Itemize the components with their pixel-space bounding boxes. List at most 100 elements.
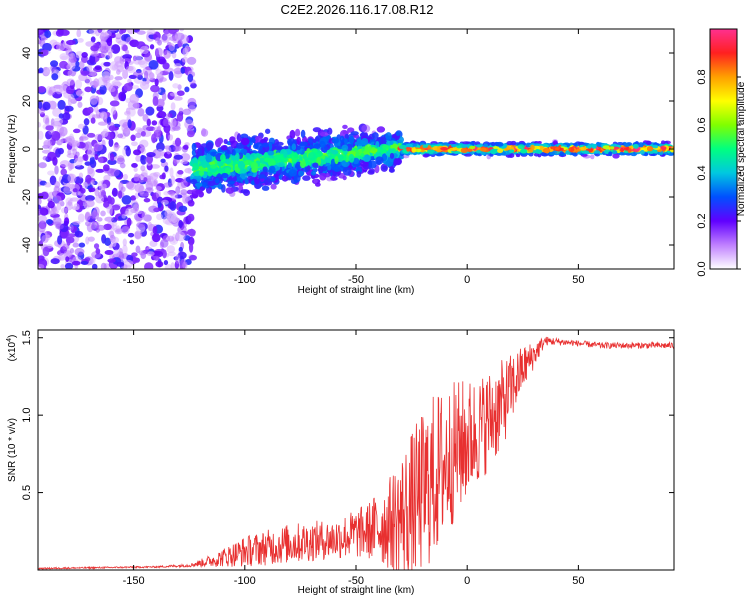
spectrogram-cell <box>98 191 103 199</box>
spectrogram-cell <box>302 175 311 181</box>
spectrogram-cell <box>168 71 174 81</box>
spectrogram-cell <box>352 157 360 165</box>
snr-x-tick-label: -150 <box>123 575 145 587</box>
spectrogram-cell <box>40 49 49 57</box>
spectrogram-cell <box>127 232 135 238</box>
spectrogram-cell <box>175 254 181 264</box>
spectrogram-cell <box>82 181 88 190</box>
spectrogram-cell <box>67 173 77 184</box>
spectrogram-cell <box>247 175 254 182</box>
spectrogram-cell <box>136 30 146 35</box>
spectrogram-cell <box>182 194 188 204</box>
spectrogram-cell <box>157 202 162 208</box>
spectrogram-cell <box>274 145 284 151</box>
spectrogram-cell <box>38 85 46 93</box>
spectrogram-cell <box>239 168 248 174</box>
spectrogram-cell <box>59 138 64 144</box>
spectrogram-cell <box>47 201 55 209</box>
spectrogram-cell <box>89 54 96 65</box>
spectrogram-y-tick-label: 20 <box>21 95 33 107</box>
spectrogram-cell <box>333 166 341 172</box>
spectrogram-cell <box>169 92 178 97</box>
snr-axes: -150 -100 -50 0 50 0.5 1.0 1.5 <box>21 330 674 587</box>
spectrogram-cell <box>182 261 188 269</box>
spectrogram-cell <box>104 216 114 222</box>
spectrogram-cell <box>142 114 149 122</box>
spectrogram-cell <box>376 126 386 133</box>
spectrogram-cell <box>253 176 260 185</box>
svg-text:(x104): (x104) <box>6 335 18 362</box>
spectrogram-cell <box>75 51 84 59</box>
spectrogram-cell <box>104 249 114 255</box>
spectrogram-cell <box>69 197 80 202</box>
spectrogram-cell <box>88 187 96 193</box>
spectrogram-cell <box>348 135 355 144</box>
spectrogram-cell <box>534 149 543 154</box>
spectrogram-cell <box>559 147 564 151</box>
spectrogram-cell <box>298 170 305 177</box>
spectrogram-cell <box>38 215 48 223</box>
spectrogram-cell <box>138 185 145 195</box>
spectrogram-cell <box>122 44 128 52</box>
spectrogram-cell <box>240 189 250 194</box>
spectrogram-x-tick-label: -50 <box>348 274 364 286</box>
spectrogram-cell <box>344 133 350 139</box>
spectrogram-cell <box>571 152 577 156</box>
spectrogram-cell <box>338 154 344 161</box>
spectrogram-cell <box>119 29 124 35</box>
spectrogram-cell <box>102 164 110 172</box>
spectrogram-cell <box>65 47 73 56</box>
snr-series-line <box>38 336 674 570</box>
spectrogram-cell <box>275 141 284 147</box>
spectrogram-axes: -150 -100 -50 0 50 -40 -20 0 20 40 <box>21 29 674 286</box>
spectrogram-cell <box>327 151 333 158</box>
spectrogram-cell <box>171 51 177 59</box>
spectrogram-cell <box>151 120 158 126</box>
spectrogram-cell <box>114 228 123 235</box>
spectrogram-cell <box>228 174 238 183</box>
spectrogram-cell <box>155 260 164 268</box>
spectrogram-cell <box>42 246 50 257</box>
spectrogram-cell <box>210 164 218 169</box>
spectrogram-cell <box>347 150 357 155</box>
spectrogram-cell <box>80 260 89 265</box>
spectrogram-cell <box>155 189 161 199</box>
spectrogram-cell <box>385 132 392 140</box>
spectrogram-cell <box>153 255 160 261</box>
spectrogram-cell <box>661 146 667 151</box>
spectrogram-cell <box>533 152 540 157</box>
spectrogram-cell <box>262 166 268 173</box>
spectrogram-cell <box>111 187 118 197</box>
spectrogram-cell <box>58 253 66 259</box>
spectrogram-cell <box>100 49 107 59</box>
spectrogram-cell <box>645 140 652 146</box>
spectrogram-cell <box>257 148 264 154</box>
spectrogram-cell <box>289 129 296 139</box>
spectrogram-cell <box>62 112 71 121</box>
spectrogram-cell <box>38 101 43 109</box>
spectrogram-cell <box>93 78 100 88</box>
spectrogram-cell <box>121 213 126 219</box>
spectrogram-cell <box>127 29 135 35</box>
spectrogram-cell <box>142 124 151 131</box>
spectrogram-cell <box>90 36 96 43</box>
spectrogram-cell <box>39 207 47 216</box>
spectrogram-cell <box>339 135 345 143</box>
spectrogram-cell <box>101 71 111 79</box>
spectrogram-cell <box>257 174 266 179</box>
spectrogram-cell <box>612 150 618 155</box>
spectrogram-cell <box>162 62 170 70</box>
spectrogram-cell <box>448 147 457 151</box>
spectrogram-cell <box>464 153 472 157</box>
spectrogram-cell <box>184 119 194 130</box>
snr-exponent-label: (x104) <box>6 335 18 362</box>
spectrogram-cell <box>388 168 395 173</box>
spectrogram-cell <box>63 220 69 227</box>
spectrogram-cell <box>107 52 113 59</box>
spectrogram-cell <box>94 187 100 197</box>
spectrogram-cell <box>572 142 578 146</box>
spectrogram-cell <box>120 186 126 193</box>
spectrogram-cell <box>95 168 105 173</box>
spectrogram-cell <box>67 233 76 238</box>
spectrogram-cell <box>304 166 309 173</box>
